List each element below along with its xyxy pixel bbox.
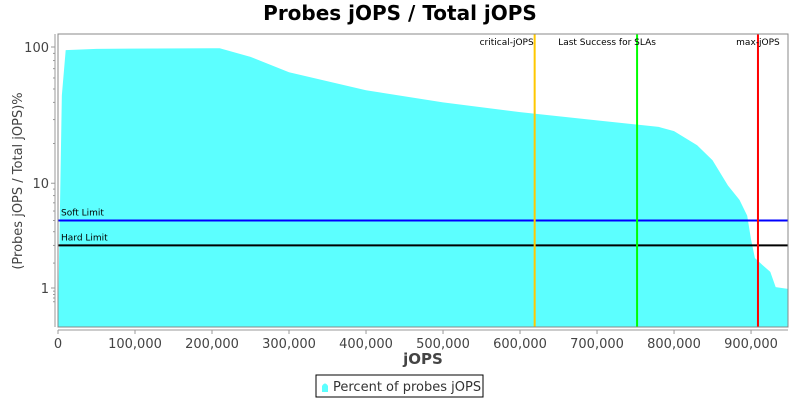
x-tick-label: 900,000 <box>724 337 778 352</box>
x-tick-label: 600,000 <box>493 337 547 352</box>
x-tick-label: 200,000 <box>185 337 239 352</box>
x-tick-label: 500,000 <box>416 337 470 352</box>
marker-label: max-jOPS <box>736 38 780 48</box>
marker-label: Soft Limit <box>61 208 104 218</box>
legend-box <box>315 374 484 398</box>
x-tick-label: 800,000 <box>647 337 701 352</box>
marker-label: Last Success for SLAs <box>558 38 656 48</box>
x-axis-label: jOPS <box>402 350 443 368</box>
chart-title: Probes jOPS / Total jOPS <box>263 1 537 25</box>
marker-label: critical-jOPS <box>480 38 534 48</box>
plot-area: Soft Limit Hard Limit critical-jOPS Last Su… <box>24 33 789 352</box>
y-tick-label: 100 <box>24 41 49 56</box>
y-tick-label: 1 <box>41 282 49 297</box>
y-tick-label: 10 <box>32 177 49 192</box>
x-tick-label: 0 <box>54 337 62 352</box>
x-tick-label: 300,000 <box>262 337 316 352</box>
x-tick-label: 400,000 <box>339 337 393 352</box>
y-axis-label: (Probes jOPS / Total jOPS)% <box>11 92 26 269</box>
plot-border <box>57 33 789 328</box>
x-tick-label: 700,000 <box>570 337 624 352</box>
x-tick-label: 100,000 <box>108 337 162 352</box>
legend: Percent of probes jOPS <box>315 374 484 398</box>
legend-label: Percent of probes jOPS <box>333 380 481 395</box>
series-area <box>58 48 788 327</box>
marker-label: Hard Limit <box>61 233 108 243</box>
legend-swatch-icon <box>322 383 328 392</box>
